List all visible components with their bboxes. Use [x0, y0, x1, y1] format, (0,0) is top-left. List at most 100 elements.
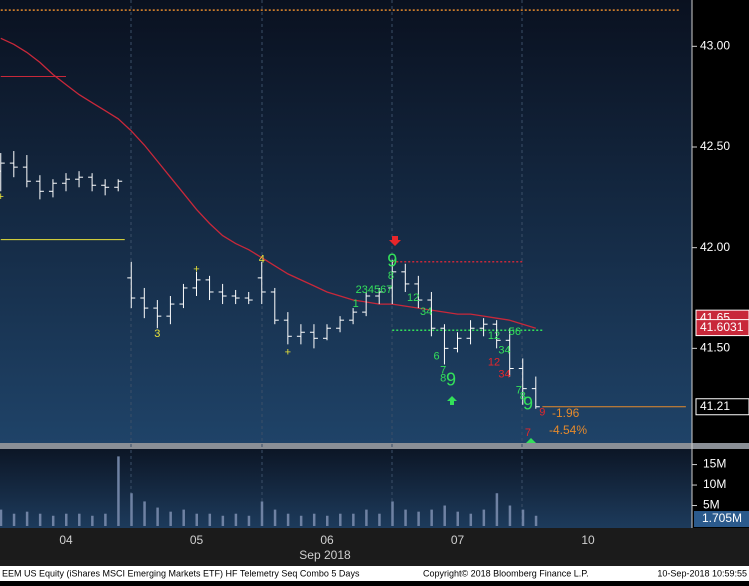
volume-bar — [156, 507, 159, 526]
volume-bar — [38, 513, 42, 526]
price-panel — [0, 0, 692, 443]
td-count: 34 — [498, 368, 510, 380]
volume-bar — [25, 511, 29, 526]
volume-bar — [78, 513, 81, 526]
volume-bar — [260, 501, 264, 526]
td-count: 8 — [440, 372, 446, 384]
change-value: -1.96 — [552, 406, 580, 420]
price-label: 41.21 — [700, 399, 730, 413]
price-label: 41.6031 — [700, 320, 744, 334]
volume-bar — [0, 509, 3, 526]
volume-bar — [247, 515, 251, 526]
volume-bar — [104, 513, 107, 526]
volume-bar — [182, 509, 185, 526]
td-count: + — [285, 346, 291, 358]
volume-bar — [495, 493, 499, 526]
volume-bar — [169, 511, 172, 526]
td-count: 7 — [525, 427, 531, 439]
td-count: 1 — [353, 298, 359, 310]
volume-bar — [234, 513, 238, 526]
sell-arrow — [389, 236, 401, 246]
volume-last-box — [694, 511, 749, 528]
td-count: 7 — [516, 385, 522, 397]
volume-bar — [91, 515, 94, 526]
volume-bar — [456, 511, 459, 526]
volume-tick-label: 10M — [703, 477, 726, 491]
x-tick-label: 06 — [320, 533, 334, 547]
td-count: 8 — [388, 270, 394, 282]
footer-left: EEM US Equity (iShares MSCI Emerging Mar… — [2, 568, 360, 578]
footer-bg — [0, 566, 749, 581]
volume-panel — [0, 449, 692, 528]
volume-bar — [482, 509, 486, 526]
volume-bar — [65, 513, 68, 526]
y-tick-label: 42.50 — [700, 139, 730, 153]
y-tick-label: 43.00 — [700, 38, 730, 52]
footer-center: Copyright© 2018 Bloomberg Finance L.P. — [423, 568, 589, 578]
y-tick-label: 41.50 — [700, 341, 730, 355]
volume-tick-label: 15M — [703, 457, 726, 471]
volume-bar — [299, 515, 303, 526]
volume-bar — [208, 513, 212, 526]
volume-bar — [352, 513, 355, 526]
volume-bar — [378, 513, 381, 526]
volume-bar — [534, 515, 538, 526]
volume-bar — [469, 513, 473, 526]
buy-arrow — [526, 438, 536, 443]
td-count: 9 — [387, 251, 397, 271]
volume-bar — [51, 515, 55, 526]
x-axis-label: Sep 2018 — [299, 548, 351, 562]
buy-arrow — [447, 396, 457, 405]
td-count: 6 — [434, 350, 440, 362]
td-count: 34 — [498, 344, 510, 356]
volume-bar — [339, 513, 342, 526]
volume-bar — [117, 456, 120, 526]
td-count: 9 — [539, 407, 545, 419]
x-tick-label: 04 — [59, 533, 73, 547]
change-percent: -4.54% — [549, 423, 587, 437]
panel-separator — [0, 443, 749, 449]
td-count: 234567 — [356, 284, 393, 296]
td-count: 12 — [488, 330, 500, 342]
volume-tick-label: 5M — [703, 498, 720, 512]
td-count: 34 — [420, 306, 432, 318]
price-label-box — [695, 398, 749, 416]
volume-bar — [521, 509, 525, 526]
y-tick-label: 42.00 — [700, 240, 730, 254]
td-count: 9 — [446, 369, 456, 389]
price-axis-bg — [692, 0, 749, 443]
x-tick-label: 07 — [451, 533, 465, 547]
plot-layer: 43.00 42.50 42.00 41.50 15M 10M 5M 04 05 06 07 10 +3… — [0, 9, 749, 547]
x-tick-label: 05 — [190, 533, 204, 547]
x-tick-label: 10 — [581, 533, 595, 547]
td-count: 4 — [259, 254, 265, 266]
volume-bar — [273, 509, 277, 526]
volume-bar — [221, 515, 225, 526]
volume-last-label: 1.705M — [702, 511, 742, 525]
volume-bar — [286, 513, 290, 526]
volume-bar — [404, 509, 407, 526]
price-label-box — [695, 319, 749, 337]
volume-bar — [391, 501, 394, 526]
volume-bar — [143, 501, 146, 526]
td-count: 12 — [488, 356, 500, 368]
volume-bar — [195, 513, 198, 526]
volume-bar — [443, 505, 446, 526]
td-count: 7 — [440, 364, 446, 376]
td-count: 12 — [407, 292, 419, 304]
td-count: 9 — [523, 393, 533, 413]
volume-bar — [417, 511, 420, 526]
td-count: + — [193, 264, 199, 276]
volume-bar — [312, 513, 316, 526]
volume-bar — [326, 515, 329, 526]
volume-bar — [430, 509, 433, 526]
td-count: 56 — [509, 326, 521, 338]
footer-right: 10-Sep-2018 10:59:55 — [657, 568, 747, 578]
x-axis-bg — [0, 528, 749, 566]
volume-bar — [365, 509, 368, 526]
td-count: 8 — [520, 391, 526, 403]
moving-average — [0, 37, 536, 329]
td-count: 3 — [154, 328, 160, 340]
